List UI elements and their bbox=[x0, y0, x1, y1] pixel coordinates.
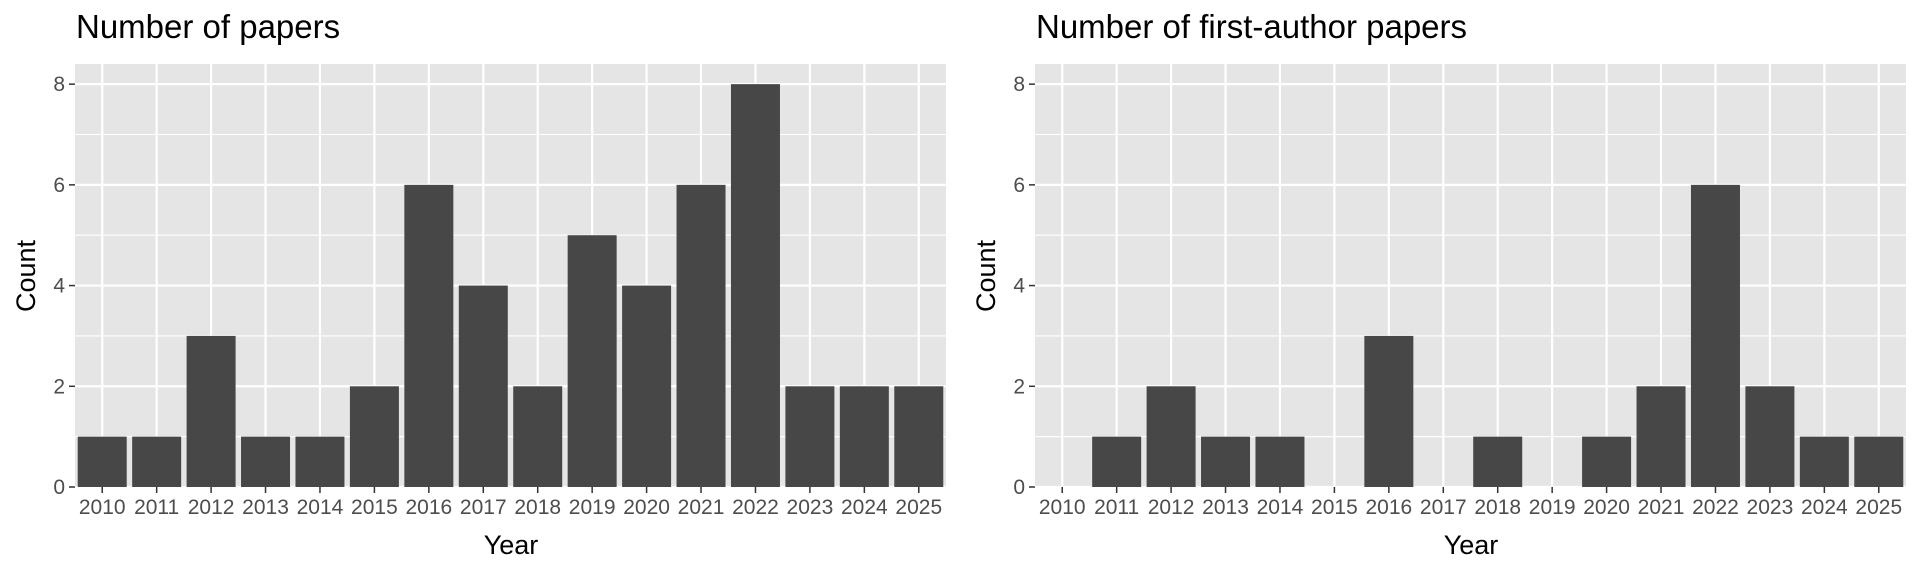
bar bbox=[513, 386, 563, 487]
bar bbox=[186, 335, 236, 487]
x-axis-title: Year bbox=[484, 530, 539, 560]
bar bbox=[1854, 436, 1904, 487]
bar bbox=[785, 386, 835, 487]
x-tick-label: 2022 bbox=[732, 496, 779, 519]
x-tick-label: 2020 bbox=[1583, 496, 1630, 519]
x-tick-label: 2023 bbox=[1747, 496, 1794, 519]
y-axis: 0 2 4 6 8 bbox=[1013, 73, 1035, 499]
bar bbox=[1745, 386, 1795, 487]
y-tick-label: 6 bbox=[1013, 174, 1025, 197]
x-tick-label: 2022 bbox=[1692, 496, 1739, 519]
x-tick-label: 2017 bbox=[460, 496, 507, 519]
bar bbox=[1146, 386, 1196, 487]
x-tick-label: 2023 bbox=[787, 496, 834, 519]
bar bbox=[894, 386, 944, 487]
bar bbox=[730, 84, 780, 488]
bar bbox=[676, 184, 726, 487]
y-tick-label: 6 bbox=[53, 174, 65, 197]
bar bbox=[839, 386, 889, 487]
x-tick-label: 2011 bbox=[134, 496, 179, 519]
bar bbox=[1255, 436, 1305, 487]
chart-title: Number of first-author papers bbox=[1036, 8, 1467, 45]
x-tick-label: 2021 bbox=[678, 496, 725, 519]
bar bbox=[349, 386, 399, 487]
bar bbox=[1582, 436, 1632, 487]
x-tick-label: 2016 bbox=[1365, 496, 1412, 519]
x-axis-title: Year bbox=[1444, 530, 1499, 560]
y-tick-label: 4 bbox=[53, 275, 65, 298]
y-tick-label: 0 bbox=[53, 476, 65, 499]
x-tick-label: 2018 bbox=[1474, 496, 1521, 519]
chart-number-of-first-author-papers: Number of first-author papers Year Count… bbox=[971, 8, 1906, 560]
bar bbox=[1092, 436, 1142, 487]
bar bbox=[1364, 335, 1414, 487]
y-tick-label: 2 bbox=[53, 375, 65, 398]
x-axis: 2010 2011 2012 2013 2014 2015 2016 2017 2018 2019… bbox=[79, 487, 942, 519]
y-tick-label: 2 bbox=[1013, 375, 1025, 398]
bar bbox=[458, 285, 508, 487]
y-axis: 0 2 4 6 8 bbox=[53, 73, 75, 499]
bar bbox=[241, 436, 291, 487]
y-tick-label: 4 bbox=[1013, 275, 1025, 298]
x-tick-label: 2019 bbox=[1529, 496, 1576, 519]
bars bbox=[77, 84, 944, 488]
y-tick-label: 8 bbox=[1013, 73, 1025, 96]
bar bbox=[622, 285, 672, 487]
x-tick-label: 2015 bbox=[1311, 496, 1358, 519]
y-tick-label: 0 bbox=[1013, 476, 1025, 499]
x-tick-label: 2013 bbox=[1202, 496, 1249, 519]
bar bbox=[1690, 184, 1740, 487]
x-tick-label: 2010 bbox=[79, 496, 126, 519]
bar bbox=[567, 235, 617, 487]
x-tick-label: 2019 bbox=[569, 496, 616, 519]
y-tick-label: 8 bbox=[53, 73, 65, 96]
x-tick-label: 2024 bbox=[1801, 496, 1848, 519]
x-tick-label: 2011 bbox=[1094, 496, 1139, 519]
x-tick-label: 2014 bbox=[297, 496, 344, 519]
x-tick-label: 2017 bbox=[1420, 496, 1467, 519]
x-tick-label: 2015 bbox=[351, 496, 398, 519]
bar bbox=[295, 436, 345, 487]
x-axis: 2010 2011 2012 2013 2014 2015 2016 2017 2018 2019… bbox=[1039, 487, 1902, 519]
x-tick-label: 2014 bbox=[1257, 496, 1304, 519]
x-tick-label: 2024 bbox=[841, 496, 888, 519]
x-tick-label: 2012 bbox=[1148, 496, 1195, 519]
x-tick-label: 2013 bbox=[242, 496, 289, 519]
plot-area bbox=[1035, 64, 1906, 489]
x-tick-label: 2018 bbox=[514, 496, 561, 519]
bars bbox=[1092, 184, 1904, 487]
plot-area bbox=[75, 64, 946, 489]
bar bbox=[1799, 436, 1849, 487]
x-tick-label: 2025 bbox=[895, 496, 942, 519]
x-tick-label: 2016 bbox=[405, 496, 452, 519]
x-tick-label: 2021 bbox=[1638, 496, 1685, 519]
x-tick-label: 2010 bbox=[1039, 496, 1086, 519]
x-tick-label: 2025 bbox=[1855, 496, 1902, 519]
bar bbox=[1636, 386, 1686, 487]
bar bbox=[1201, 436, 1251, 487]
gridlines bbox=[1035, 64, 1906, 489]
bar bbox=[1473, 436, 1523, 487]
y-axis-title: Count bbox=[11, 239, 41, 312]
x-tick-label: 2020 bbox=[623, 496, 670, 519]
bar bbox=[132, 436, 182, 487]
chart-title: Number of papers bbox=[76, 8, 340, 45]
bar bbox=[77, 436, 127, 487]
y-axis-title: Count bbox=[971, 239, 1001, 312]
x-tick-label: 2012 bbox=[188, 496, 235, 519]
bar bbox=[404, 184, 454, 487]
